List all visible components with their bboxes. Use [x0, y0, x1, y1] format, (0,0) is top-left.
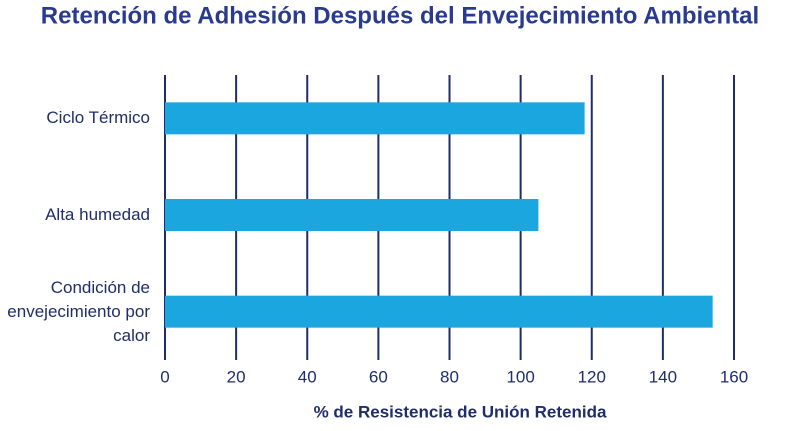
x-tick-label: 40: [298, 367, 317, 386]
x-tick-label: 60: [369, 367, 388, 386]
x-tick-label: 20: [227, 367, 246, 386]
y-tick-label: Condición de envejecimiento por calor: [7, 277, 150, 345]
x-tick-label: 160: [720, 367, 748, 386]
x-tick-label: 0: [160, 367, 169, 386]
x-tick-label: 80: [440, 367, 459, 386]
x-tick-label: 140: [649, 367, 677, 386]
bar: [165, 199, 539, 231]
bar: [165, 102, 585, 135]
y-tick-label: Ciclo Térmico: [46, 108, 150, 128]
x-tick-label: 120: [578, 367, 606, 386]
x-axis-label: % de Resistencia de Unión Retenida: [314, 402, 607, 421]
y-tick-label: Alta humedad: [45, 205, 150, 224]
bar: [165, 295, 713, 328]
x-tick-label: 100: [506, 367, 534, 386]
chart-title: Retención de Adhesión Después del Enveje…: [41, 2, 759, 29]
